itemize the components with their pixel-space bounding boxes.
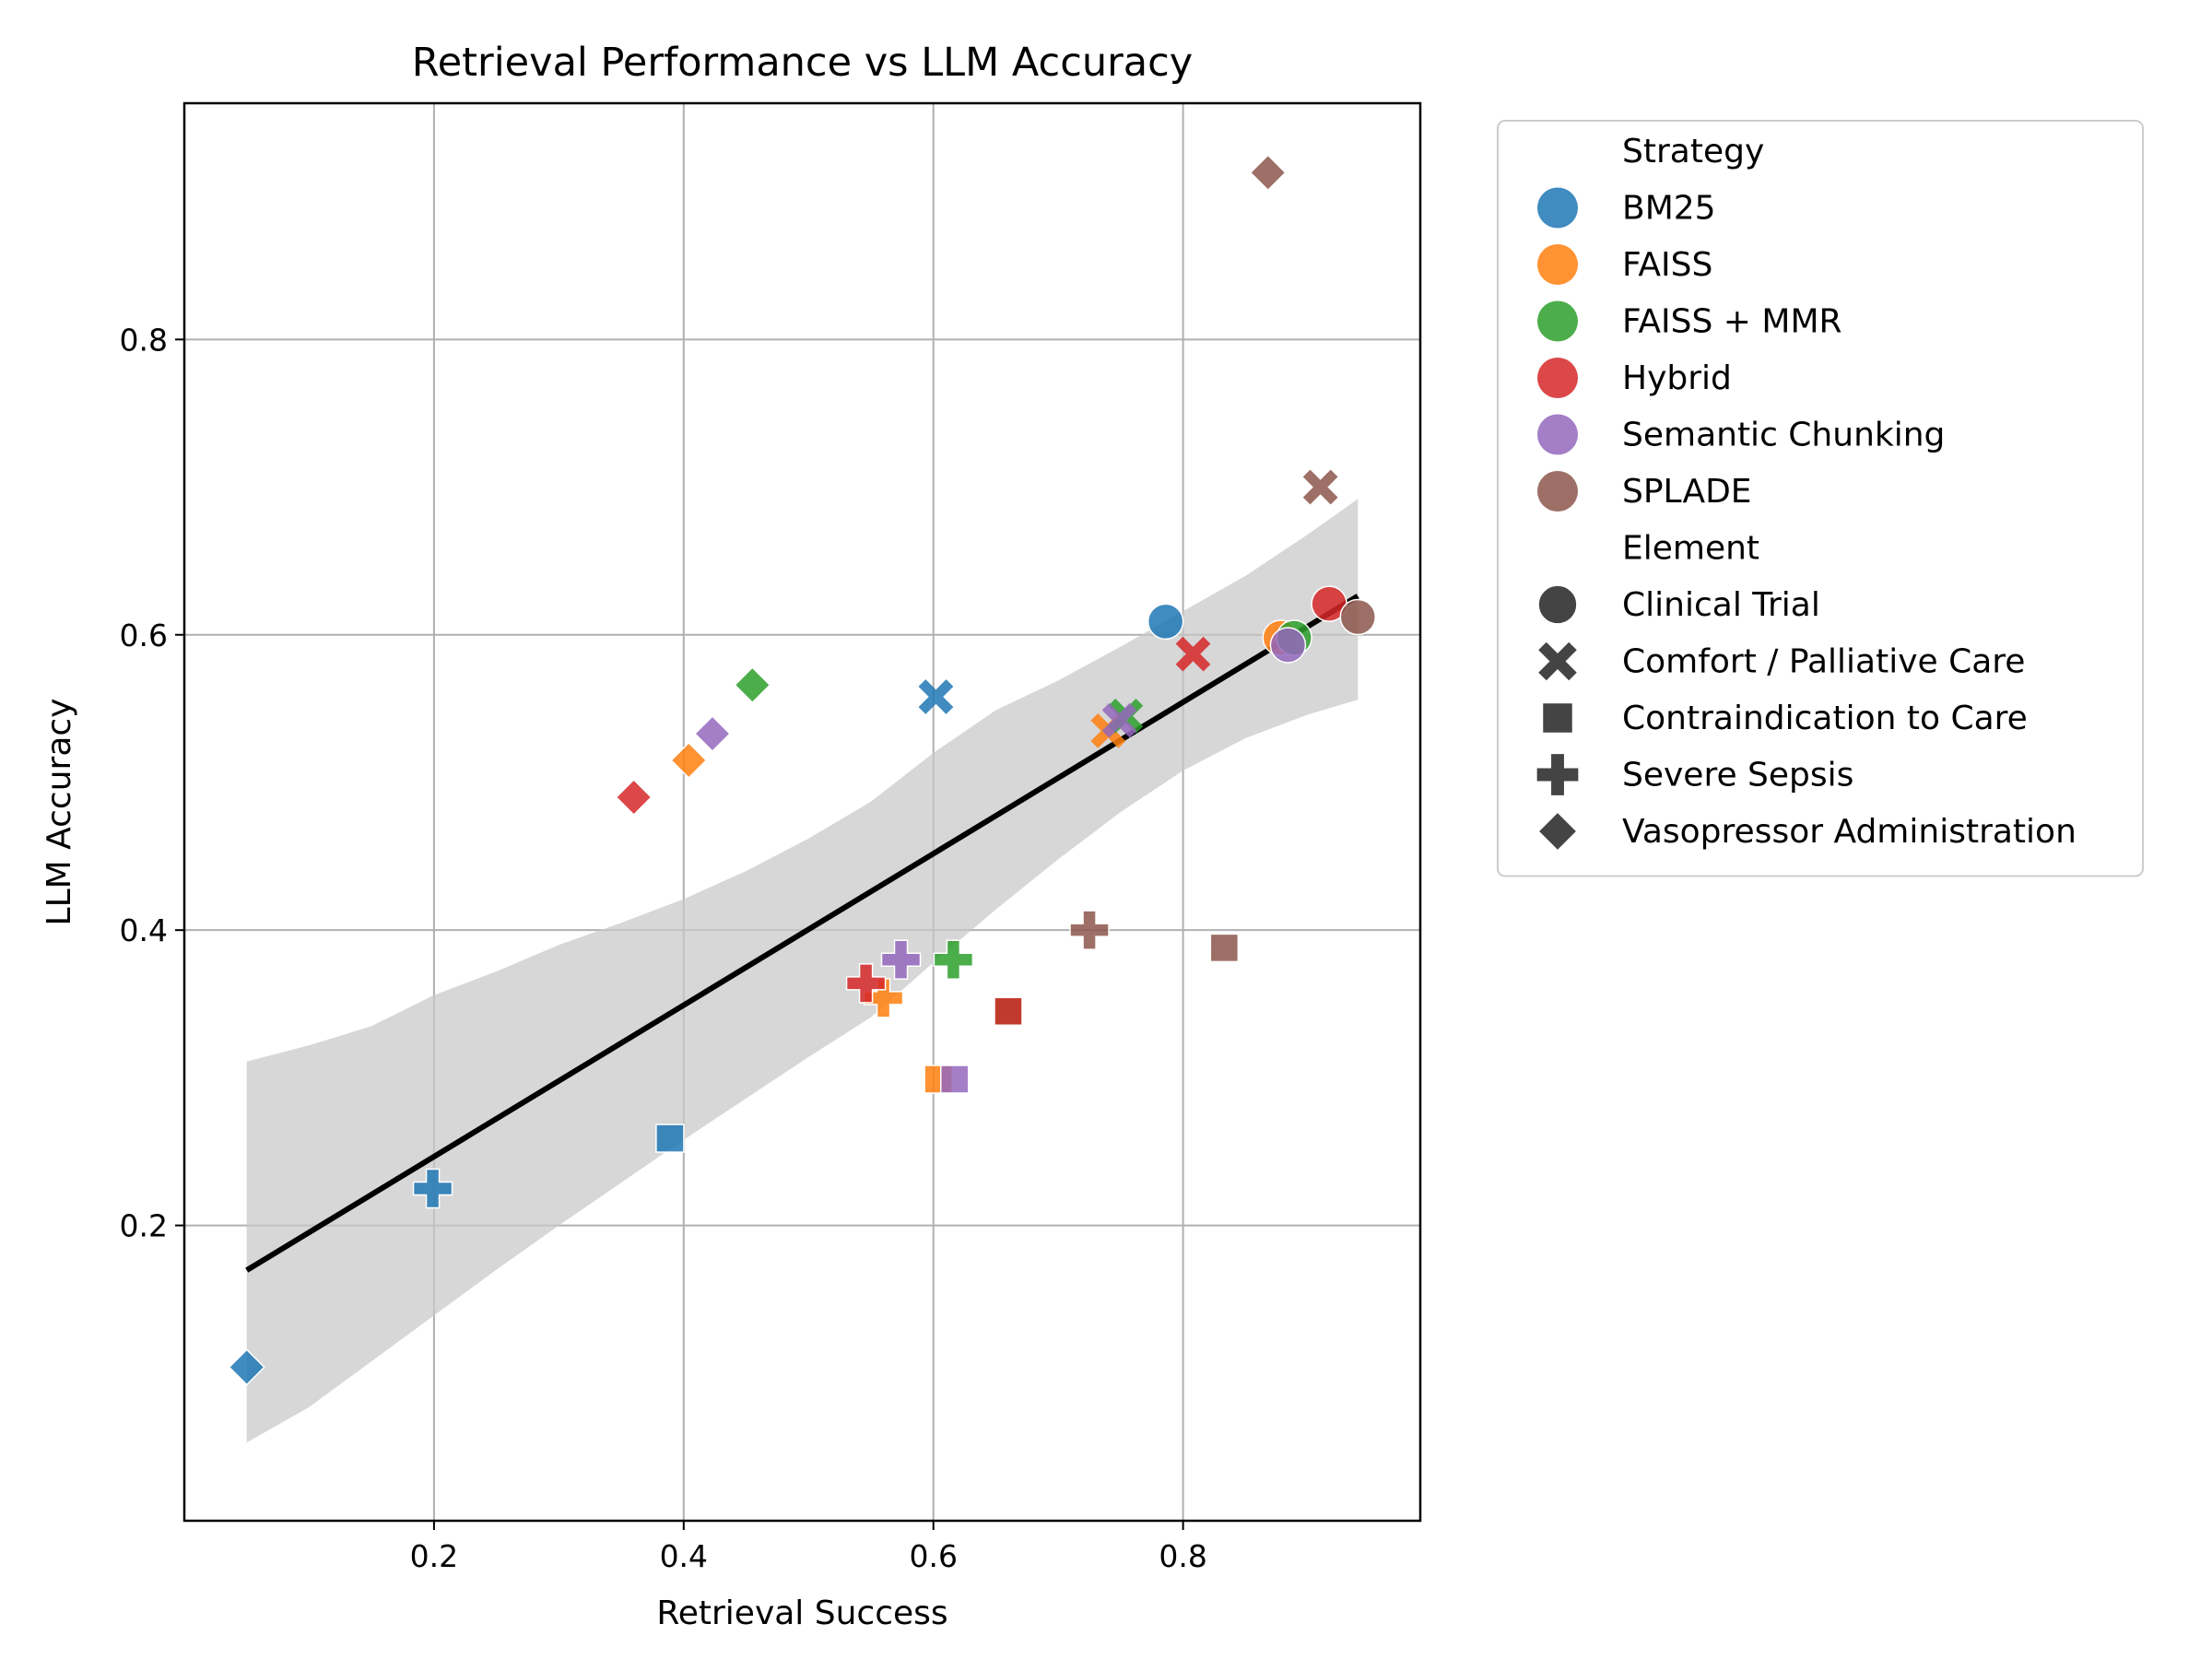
point-4-1 — [1101, 702, 1137, 738]
legend-marker-11 — [1535, 752, 1580, 797]
legend-marker-8 — [1537, 584, 1578, 625]
confidence-band — [246, 499, 1359, 1443]
confidence-band-layer — [246, 499, 1359, 1443]
point-5-1 — [1302, 469, 1338, 505]
legend-swatch-5 — [1537, 414, 1578, 455]
regression-line-layer — [245, 594, 1359, 1273]
point-3-2 — [994, 996, 1023, 1027]
legend-label-12: Vasopressor Administration — [1622, 813, 2077, 851]
point-0-3 — [412, 1168, 453, 1209]
point-0-4 — [228, 1348, 265, 1386]
legend-label-11: Severe Sepsis — [1622, 757, 1853, 794]
ticks-layer: 0.2 0.4 0.6 0.8 0.2 0.4 0.6 0.8 — [120, 322, 1207, 1574]
legend-swatch-3 — [1537, 300, 1578, 342]
legend-label-3: FAISS + MMR — [1622, 303, 1842, 341]
point-2-4 — [734, 666, 771, 704]
point-3-1 — [1175, 636, 1211, 672]
legend-label-1: BM25 — [1622, 190, 1716, 228]
legend-swatch-2 — [1537, 244, 1578, 285]
point-3-3 — [845, 963, 887, 1004]
y-tick-label-3: 0.8 — [120, 322, 168, 358]
legend-swatch-1 — [1537, 187, 1578, 229]
point-0-2 — [655, 1124, 685, 1153]
legend-label-9: Comfort / Palliative Care — [1622, 643, 2025, 681]
legend-swatch-6 — [1537, 471, 1578, 512]
legend: Strategy BM25 FAISS FAISS + MMR Hybrid Semant… — [1497, 120, 2144, 877]
legend-label-5: Semantic Chunking — [1622, 417, 1945, 454]
legend-marker-10 — [1541, 701, 1574, 735]
legend-marker-12 — [1537, 811, 1578, 852]
point-2-3 — [933, 939, 974, 980]
point-5-3 — [1069, 910, 1110, 950]
legend-label-8: Clinical Trial — [1622, 586, 1820, 624]
point-5-0 — [1339, 598, 1377, 636]
legend-label-2: FAISS — [1622, 246, 1712, 284]
point-4-4 — [693, 715, 732, 753]
point-0-1 — [918, 679, 954, 714]
point-3-4 — [615, 778, 653, 817]
x-tick-label-2: 0.6 — [909, 1538, 957, 1574]
legend-box — [1497, 120, 2144, 877]
x-axis-label: Retrieval Success — [656, 1594, 947, 1632]
point-5-2 — [1209, 933, 1240, 963]
legend-label-10: Contraindication to Care — [1622, 700, 2028, 737]
point-1-4 — [670, 741, 708, 779]
data-points-layer — [228, 154, 1377, 1386]
regression-line — [245, 594, 1359, 1273]
x-tick-label-0: 0.2 — [410, 1538, 458, 1574]
legend-label-0: Strategy — [1622, 133, 1764, 171]
legend-items: Strategy BM25 FAISS FAISS + MMR Hybrid Semant… — [1535, 133, 2077, 852]
x-tick-label-1: 0.4 — [660, 1538, 708, 1574]
y-tick-label-1: 0.4 — [120, 912, 168, 948]
point-4-2 — [940, 1065, 970, 1094]
legend-marker-9 — [1538, 641, 1577, 681]
y-axis-label: LLM Accuracy — [41, 699, 78, 926]
legend-label-7: Element — [1622, 530, 1759, 568]
point-4-0 — [1269, 627, 1307, 664]
x-tick-label-3: 0.8 — [1159, 1538, 1206, 1574]
y-tick-label-0: 0.2 — [120, 1208, 168, 1244]
y-tick-label-2: 0.6 — [120, 618, 168, 653]
legend-label-6: SPLADE — [1622, 473, 1752, 511]
legend-label-4: Hybrid — [1622, 359, 1732, 397]
legend-swatch-4 — [1537, 358, 1578, 398]
plot-area-frame — [182, 101, 1422, 1523]
point-5-4 — [1249, 154, 1287, 192]
point-0-0 — [1147, 603, 1184, 641]
chart-title: Retrieval Performance vs LLM Accuracy — [412, 40, 1193, 86]
point-4-3 — [880, 939, 922, 980]
